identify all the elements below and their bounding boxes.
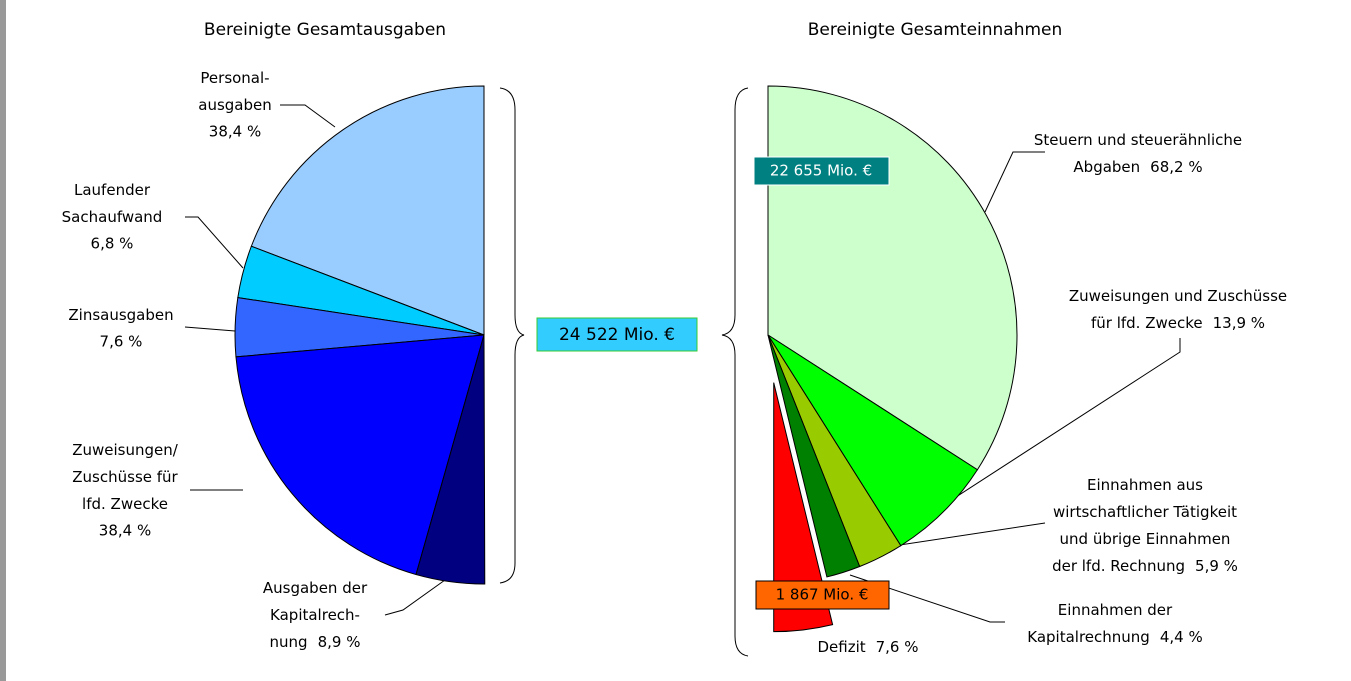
slice-name: Abgaben [1073, 158, 1140, 176]
slice-name: der lfd. Rechnung [1052, 557, 1185, 575]
brace [721, 87, 749, 657]
slice-value: 5,9 % [1195, 557, 1238, 575]
slice-value: 7,6 % [876, 638, 919, 656]
slice-label: Einnahmen der [1058, 601, 1173, 619]
slice-label: nung 8,9 % [270, 633, 361, 651]
slice-name: Kapitalrech- [270, 606, 360, 624]
wedge [235, 334, 485, 576]
slice-name: wirtschaftlicher Tätigkeit [1053, 503, 1237, 521]
total-box [753, 156, 890, 186]
wedges [234, 85, 1018, 633]
wedge [250, 85, 485, 336]
slice-value: 8,9 % [318, 633, 361, 651]
slice-label: Ausgaben der [263, 579, 368, 597]
slice-label: und übrige Einnahmen [1060, 530, 1231, 548]
slice-name: Kapitalrechnung [1027, 628, 1150, 646]
slice-label: Personal- [200, 69, 269, 87]
slice-name: Einnahmen der [1058, 601, 1173, 619]
slice-label: ausgaben [198, 96, 271, 114]
slice-name: und übrige Einnahmen [1060, 530, 1231, 548]
slice-value: 4,4 % [1160, 628, 1203, 646]
wedge [767, 334, 979, 547]
slice-name: Laufender [74, 181, 151, 199]
slice-value: 13,9 % [1213, 314, 1265, 332]
slice-name: Personal- [200, 69, 269, 87]
slice-name: Einnahmen aus [1087, 476, 1203, 494]
slice-label: Einnahmen aus [1087, 476, 1203, 494]
wedge [415, 334, 486, 585]
slice-name: Zuweisungen/ [72, 441, 179, 459]
slice-label: Steuern und steuerähnliche [1034, 131, 1242, 149]
slice-value: 38,4 % [99, 522, 151, 540]
total-label: 22 655 Mio. € [770, 162, 872, 180]
total-box [536, 317, 698, 352]
total-box [755, 580, 890, 610]
chart-title: Bereinigte Gesamteinnahmen [808, 20, 1063, 40]
slice-label: Zuweisungen und Zuschüsse [1069, 287, 1287, 305]
slice-name: lfd. Zwecke [82, 495, 168, 513]
slice-name: Ausgaben der [263, 579, 368, 597]
slice-label: Zinsausgaben [68, 306, 173, 324]
slice-value: 7,6 % [100, 333, 143, 351]
slice-label: Zuweisungen/ [72, 441, 179, 459]
slice-label: Sachaufwand [62, 208, 163, 226]
slice-name: für lfd. Zwecke [1091, 314, 1203, 332]
slice-name: Steuern und steuerähnliche [1034, 131, 1242, 149]
slice-label: Kapitalrech- [270, 606, 360, 624]
slice-name: Zinsausgaben [68, 306, 173, 324]
wedge [767, 334, 861, 578]
slice-label: Kapitalrechnung 4,4 % [1027, 628, 1202, 646]
leaders [184, 104, 1181, 623]
slice-name: nung [270, 633, 308, 651]
slice-label: Laufender [74, 181, 151, 199]
slice-name: Zuschüsse für [72, 468, 178, 486]
slice-label: lfd. Zwecke [82, 495, 168, 513]
slice-name: ausgaben [198, 96, 271, 114]
page-border [0, 0, 6, 681]
brace [499, 87, 525, 584]
slice-label: für lfd. Zwecke 13,9 % [1091, 314, 1265, 332]
slice-name: Defizit [817, 638, 865, 656]
total-label: 24 522 Mio. € [559, 325, 675, 345]
slice-label: Defizit 7,6 % [817, 638, 918, 656]
slice-name: Sachaufwand [62, 208, 163, 226]
slice-label: wirtschaftlicher Tätigkeit [1053, 503, 1237, 521]
slice-label: der lfd. Rechnung 5,9 % [1052, 557, 1238, 575]
total-label: 1 867 Mio. € [776, 586, 869, 604]
chart-title: Bereinigte Gesamtausgaben [204, 20, 446, 40]
slice-value: 68,2 % [1150, 158, 1202, 176]
slice-label: Zuschüsse für [72, 468, 178, 486]
wedge [773, 382, 834, 633]
slice-name: Zuweisungen und Zuschüsse [1069, 287, 1287, 305]
slice-value: 6,8 % [91, 235, 134, 253]
slice-value: 38,4 % [209, 123, 261, 141]
slice-label: Abgaben 68,2 % [1073, 158, 1202, 176]
